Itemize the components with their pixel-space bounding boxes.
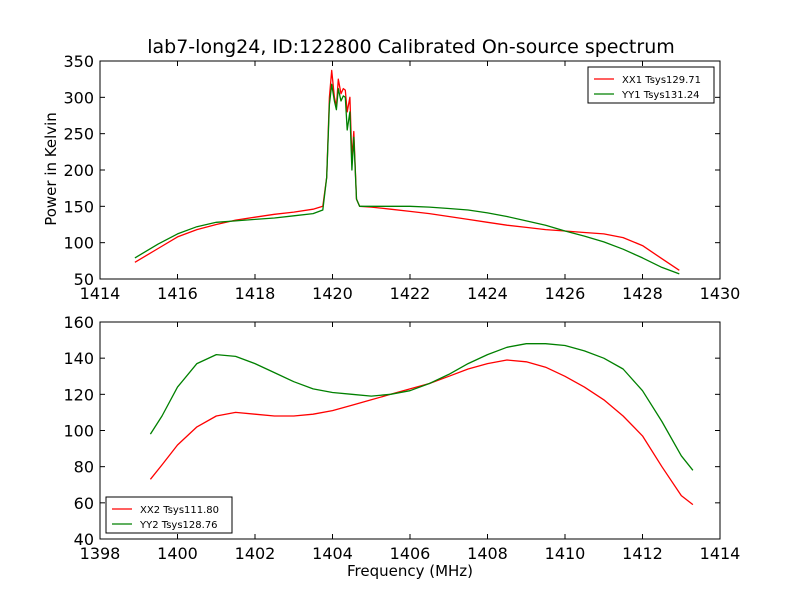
x-tick-label: 1398 bbox=[80, 544, 121, 563]
y-tick-label: 150 bbox=[63, 197, 94, 216]
x-tick-label: 1408 bbox=[467, 544, 508, 563]
series-line-1-1 bbox=[134, 69, 680, 271]
x-tick-label: 1414 bbox=[700, 544, 741, 563]
x-tick-label: 1418 bbox=[235, 284, 276, 303]
legend: XX2 Tsys111.80 YY2 Tsys128.76 bbox=[105, 496, 233, 534]
x-tick-label: 1426 bbox=[545, 284, 586, 303]
x-tick-label: 1422 bbox=[390, 284, 431, 303]
series-line-2-2 bbox=[149, 343, 694, 471]
y-tick-label: 300 bbox=[63, 88, 94, 107]
x-axis-label: Frequency (MHz) bbox=[347, 562, 473, 580]
y-tick-label: 120 bbox=[63, 385, 94, 404]
y-tick-label: 60 bbox=[74, 494, 94, 513]
x-tick-label: 1414 bbox=[80, 284, 121, 303]
x-tick-label: 1428 bbox=[622, 284, 663, 303]
x-tick-label: 1410 bbox=[545, 544, 586, 563]
bottom-panel: 1398 1400 1402 1404 1406 1408 1410 1412 1414 40 60… bbox=[63, 313, 740, 563]
y-tick-label: 100 bbox=[63, 234, 94, 253]
legend-box bbox=[105, 496, 233, 534]
x-tick-label: 1412 bbox=[622, 544, 663, 563]
x-tick-label: 1416 bbox=[157, 284, 198, 303]
legend-label: YY2 Tsys128.76 bbox=[139, 520, 218, 531]
x-tick-label: 1400 bbox=[157, 544, 198, 563]
series-line-1-2 bbox=[134, 83, 680, 275]
x-tick-label: 1404 bbox=[312, 544, 353, 563]
legend-box bbox=[587, 66, 715, 104]
y-tick-label: 200 bbox=[63, 161, 94, 180]
x-tick-label: 1420 bbox=[312, 284, 353, 303]
series-line-2-1 bbox=[149, 359, 694, 506]
legend-label: XX1 Tsys129.71 bbox=[622, 75, 701, 86]
legend-label: YY1 Tsys131.24 bbox=[621, 90, 700, 101]
x-tick-label: 1402 bbox=[235, 544, 276, 563]
y-tick-label: 50 bbox=[74, 270, 94, 289]
legend-label: XX2 Tsys111.80 bbox=[140, 505, 219, 516]
y-tick-label: 140 bbox=[63, 349, 94, 368]
top-panel: 1414 1416 1418 1420 1422 1424 1426 1428 1430 50 10… bbox=[63, 52, 740, 303]
y-tick-label: 100 bbox=[63, 422, 94, 441]
x-tick-label: 1406 bbox=[390, 544, 431, 563]
y-tick-label: 160 bbox=[63, 313, 94, 332]
y-tick-label: 250 bbox=[63, 125, 94, 144]
legend: XX1 Tsys129.71 YY1 Tsys131.24 bbox=[587, 66, 715, 104]
x-tick-label: 1424 bbox=[467, 284, 508, 303]
y-tick-label: 80 bbox=[74, 458, 94, 477]
y-tick-label: 350 bbox=[63, 52, 94, 71]
chart-title: lab7-long24, ID:122800 Calibrated On-sou… bbox=[147, 36, 675, 58]
y-axis-label: Power in Kelvin bbox=[42, 112, 60, 226]
y-tick-label: 40 bbox=[74, 530, 94, 549]
x-tick-label: 1430 bbox=[700, 284, 741, 303]
